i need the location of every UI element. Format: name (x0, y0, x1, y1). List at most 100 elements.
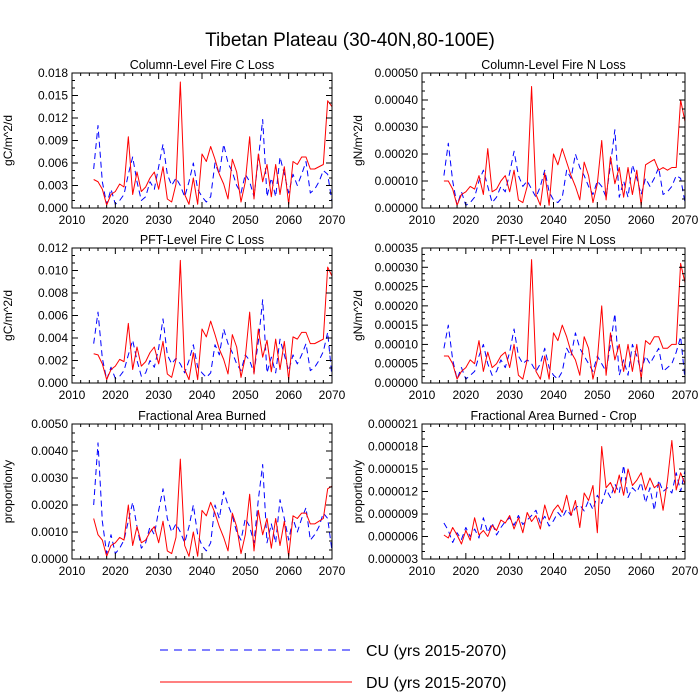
y-tick-label: 0.00000 (375, 201, 419, 215)
legend-item-du: DU (yrs 2015-2070) (160, 675, 507, 692)
x-tick-label: 2050 (584, 388, 611, 402)
x-tick-label: 2040 (189, 213, 216, 227)
x-tick-label: 2070 (319, 564, 346, 578)
y-tick-label: 0.000 (38, 201, 68, 215)
chart-panel-4: 2010 2020 2030 2040 2050 2060 2070 0.00000 0.000… (351, 233, 699, 402)
x-tick-label: 2030 (496, 388, 523, 402)
panel-title: PFT-Level Fire C Loss (140, 233, 264, 247)
y-tick-label: 0.00035 (375, 241, 419, 255)
x-tick-label: 2030 (145, 388, 172, 402)
panel-title: Column-Level Fire C Loss (130, 58, 275, 72)
y-tick-label: 0.000012 (368, 485, 418, 499)
series-line-du (93, 259, 333, 381)
y-tick-label: 0.006 (38, 309, 68, 323)
y-tick-label: 0.00000 (375, 376, 419, 390)
y-tick-label: 0.000021 (368, 417, 418, 431)
chart-panel-2: 2010 2020 2030 2040 2050 2060 2070 0.00000 0.000… (351, 58, 699, 227)
x-tick-label: 2020 (452, 388, 479, 402)
panel-title: Fractional Area Burned (138, 409, 266, 423)
y-tick-label: 0.00015 (375, 318, 419, 332)
series-line-du (443, 440, 686, 545)
y-tick-label: 0.004 (38, 331, 68, 345)
figure-title: Tibetan Plateau (30-40N,80-100E) (205, 30, 495, 51)
y-tick-label: 0.009 (38, 134, 68, 148)
y-tick-label: 0.00050 (375, 66, 419, 80)
chart-panel-3: 2010 2020 2030 2040 2050 2060 2070 0.000 0.002 0.… (1, 233, 346, 402)
x-tick-label: 2060 (628, 213, 655, 227)
legend-label: CU (yrs 2015-2070) (366, 643, 507, 660)
y-tick-label: 0.0020 (31, 498, 68, 512)
x-tick-label: 2040 (189, 564, 216, 578)
x-tick-label: 2040 (540, 213, 567, 227)
y-tick-label: 0.000 (38, 376, 68, 390)
y-tick-label: 0.00010 (375, 337, 419, 351)
x-tick-label: 2030 (496, 564, 523, 578)
y-tick-label: 0.00005 (375, 357, 419, 371)
y-tick-label: 0.000018 (368, 440, 418, 454)
x-tick-label: 2010 (59, 564, 86, 578)
series-line-du (93, 81, 333, 206)
series-line-cu (93, 299, 333, 381)
chart-panel-6: 2010 2020 2030 2040 2050 2060 2070 0.000003 0.00… (351, 409, 699, 578)
x-tick-label: 2070 (319, 388, 346, 402)
x-tick-label: 2010 (59, 213, 86, 227)
y-tick-label: 0.00025 (375, 280, 419, 294)
y-axis-label: gN/m^2/d (351, 115, 365, 166)
chart-panel-1: 2010 2020 2030 2040 2050 2060 2070 0.000 0.003 0.… (1, 58, 346, 227)
x-tick-label: 2030 (145, 213, 172, 227)
y-tick-label: 0.00040 (375, 93, 419, 107)
x-tick-label: 2010 (409, 213, 436, 227)
y-tick-label: 0.00030 (375, 120, 419, 134)
x-tick-label: 2050 (584, 213, 611, 227)
x-tick-label: 2020 (452, 564, 479, 578)
x-tick-label: 2060 (275, 388, 302, 402)
y-axis-label: proportion/y (1, 460, 15, 523)
x-tick-label: 2050 (232, 564, 259, 578)
x-tick-label: 2010 (409, 388, 436, 402)
x-tick-label: 2030 (145, 564, 172, 578)
legend: CU (yrs 2015-2070) DU (yrs 2015-2070) (160, 643, 507, 692)
x-tick-label: 2050 (584, 564, 611, 578)
series-line-du (443, 259, 686, 380)
x-tick-label: 2050 (232, 213, 259, 227)
y-tick-label: 0.00030 (375, 260, 419, 274)
x-tick-label: 2020 (102, 213, 129, 227)
y-tick-label: 0.000015 (368, 462, 418, 476)
y-tick-label: 0.000006 (368, 530, 418, 544)
y-tick-label: 0.012 (38, 241, 68, 255)
x-tick-label: 2060 (275, 564, 302, 578)
series-line-du (93, 458, 333, 557)
y-tick-label: 0.0030 (31, 471, 68, 485)
y-axis-label: proportion/y (351, 460, 365, 523)
x-tick-label: 2020 (102, 388, 129, 402)
y-tick-label: 0.00020 (375, 299, 419, 313)
x-tick-label: 2040 (540, 388, 567, 402)
y-tick-label: 0.000009 (368, 507, 418, 521)
y-tick-label: 0.012 (38, 111, 68, 125)
x-tick-label: 2040 (189, 388, 216, 402)
y-tick-label: 0.0010 (31, 525, 68, 539)
x-tick-label: 2070 (672, 213, 699, 227)
y-axis-label: gC/m^2/d (1, 290, 15, 341)
x-tick-label: 2020 (452, 213, 479, 227)
x-tick-label: 2070 (672, 388, 699, 402)
chart-panel-5: 2010 2020 2030 2040 2050 2060 2070 0.0000 0.0010… (1, 409, 346, 578)
y-tick-label: 0.006 (38, 156, 68, 170)
y-tick-label: 0.000003 (368, 552, 418, 566)
x-tick-label: 2060 (628, 388, 655, 402)
panel-title: Fractional Area Burned - Crop (470, 409, 636, 423)
y-tick-label: 0.00010 (375, 174, 419, 188)
series-line-du (443, 86, 686, 206)
x-tick-label: 2050 (232, 388, 259, 402)
panels-group: 2010 2020 2030 2040 2050 2060 2070 0.000 0.003 0.… (1, 58, 699, 578)
y-axis-label: gC/m^2/d (1, 115, 15, 166)
y-tick-label: 0.018 (38, 66, 68, 80)
x-tick-label: 2060 (275, 213, 302, 227)
panel-title: PFT-Level Fire N Loss (491, 233, 615, 247)
y-tick-label: 0.0000 (31, 552, 68, 566)
x-tick-label: 2070 (319, 213, 346, 227)
x-tick-label: 2030 (496, 213, 523, 227)
series-line-cu (443, 129, 686, 206)
